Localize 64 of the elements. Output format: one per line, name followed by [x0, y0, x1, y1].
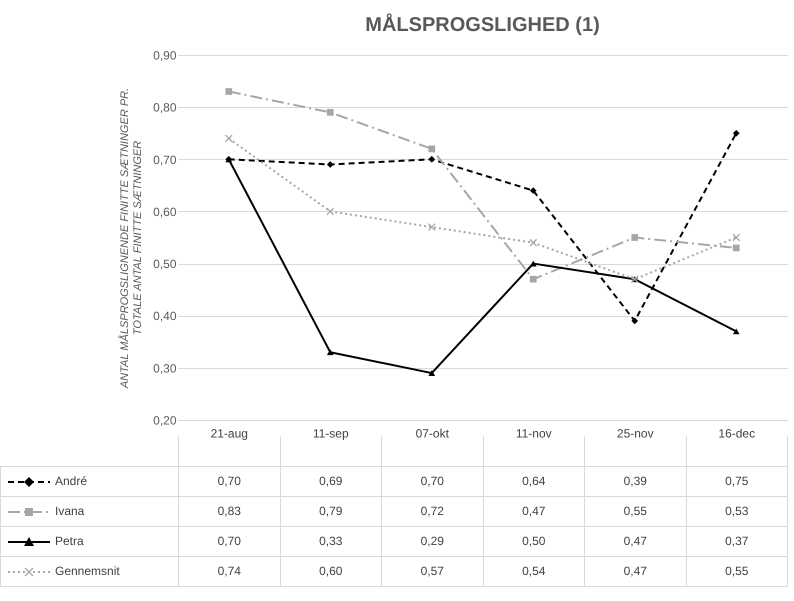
x-tick-label: 11-nov	[516, 426, 552, 440]
y-tick-label: 0,70	[153, 152, 177, 167]
y-tick-label: 0,50	[153, 257, 177, 272]
data-label: 0,47	[483, 496, 584, 526]
y-tick-label: 0,30	[153, 361, 177, 376]
y-tick-label: 0,40	[153, 309, 177, 324]
data-label: 0,83	[178, 496, 280, 526]
data-label: 0,54	[483, 556, 584, 586]
data-label: 0,69	[280, 466, 382, 496]
x-tick-label: 21-aug	[210, 426, 248, 440]
data-label: 0,47	[584, 526, 686, 556]
y-tick-label: 0,20	[153, 414, 177, 428]
data-label: 0,39	[584, 466, 686, 496]
data-label: 0,33	[280, 526, 382, 556]
point	[428, 370, 436, 376]
point	[631, 234, 638, 241]
point	[530, 276, 537, 283]
point	[530, 260, 537, 266]
point	[428, 156, 436, 163]
x-tick-label: 25-nov	[616, 426, 654, 440]
data-label: 0,47	[584, 556, 686, 586]
data-label: 0,75	[686, 466, 788, 496]
data-label: 0,37	[686, 526, 788, 556]
data-label: 0,53	[686, 496, 788, 526]
data-label: 0,70	[178, 466, 280, 496]
point	[529, 238, 538, 247]
point	[732, 244, 740, 252]
point	[428, 223, 436, 232]
x-tick-label: 11-sep	[312, 426, 349, 440]
legend-label: Ivana	[55, 504, 84, 518]
data-label: 0,29	[382, 526, 483, 556]
chart-title: MÅLSPROGSLIGHED (1)	[365, 13, 600, 36]
y-axis-title: ANTAL MÅLSPROGSLIGNENDE FINITTE SÆTNINGER PR. TOTALE ANTAL FINITTE SÆTNINGER	[118, 88, 144, 390]
point	[326, 109, 334, 116]
legend-label: Petra	[55, 534, 84, 548]
data-label: 0,60	[280, 556, 382, 586]
y-tick-label: 0,90	[153, 48, 177, 62]
x-tick-label: 07-okt	[416, 426, 450, 440]
data-label: 0,74	[178, 556, 280, 586]
point	[732, 328, 740, 334]
data-label: 0,70	[178, 526, 280, 556]
legend-label: Gennemsnit	[55, 564, 120, 578]
point	[732, 130, 740, 137]
y-tick-label: 0,80	[153, 100, 177, 115]
data-label: 0,79	[280, 496, 382, 526]
data-label: 0,50	[483, 526, 584, 556]
data-label: 0,72	[382, 496, 483, 526]
point	[631, 318, 638, 324]
x-tick-label: 16-dec	[718, 426, 756, 440]
data-label: 0,55	[686, 556, 788, 586]
point	[225, 88, 232, 95]
point	[530, 187, 537, 194]
point	[224, 134, 233, 142]
data-label: 0,57	[382, 556, 483, 586]
data-label: 0,70	[382, 466, 483, 496]
point	[732, 233, 740, 242]
data-label: 0,64	[483, 466, 584, 496]
point	[326, 349, 334, 356]
data-label: 0,55	[584, 496, 686, 526]
point	[326, 207, 334, 216]
point	[326, 161, 334, 168]
y-tick-label: 0,60	[153, 204, 177, 219]
legend-label: André	[55, 474, 88, 488]
point	[428, 146, 436, 152]
